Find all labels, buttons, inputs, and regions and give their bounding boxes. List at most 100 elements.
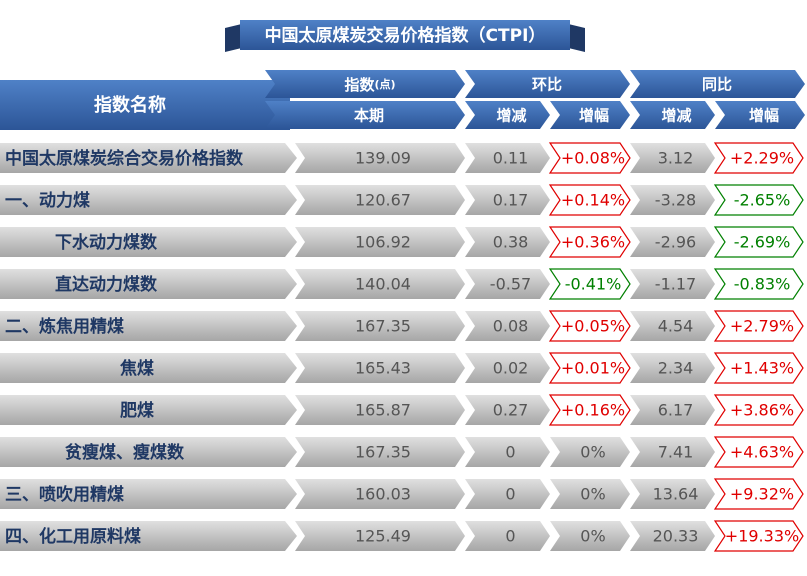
row-label: 四、化工用原料煤 xyxy=(5,526,141,547)
value: 0.11 xyxy=(493,149,529,168)
pct-cell xyxy=(713,184,804,216)
header-cell xyxy=(715,101,805,129)
value: -1.17 xyxy=(655,275,696,294)
value-cell xyxy=(465,269,550,299)
pct-value: -0.41% xyxy=(565,275,622,294)
pct-value: +0.08% xyxy=(561,149,625,168)
value: 20.33 xyxy=(653,527,699,546)
value-cell xyxy=(465,437,550,467)
header-cell xyxy=(630,70,805,98)
pct-value: +0.36% xyxy=(561,233,625,252)
value-cell xyxy=(630,185,715,215)
value-cell xyxy=(630,437,715,467)
value-cell xyxy=(295,269,465,299)
value: 13.64 xyxy=(653,485,699,504)
value-cell xyxy=(465,185,550,215)
header-index: 指数(点) xyxy=(344,76,395,94)
value: 2.34 xyxy=(658,359,694,378)
pct-cell xyxy=(713,352,804,384)
value: -0.57 xyxy=(490,275,531,294)
value: 6.17 xyxy=(658,401,694,420)
value: 7.41 xyxy=(658,443,694,462)
value-cell xyxy=(465,143,550,173)
row-label-bg xyxy=(0,479,297,509)
value: -3.28 xyxy=(655,191,696,210)
pct-value: +3.86% xyxy=(730,401,794,420)
header-yoy-change: 增减 xyxy=(661,107,691,125)
pct-cell xyxy=(548,226,631,258)
row-label-bg xyxy=(0,395,297,425)
pct-cell xyxy=(713,226,804,258)
value-cell xyxy=(295,395,465,425)
pct-value: +1.43% xyxy=(730,359,794,378)
pct-cell xyxy=(713,394,804,426)
value: 160.03 xyxy=(355,485,411,504)
row-label: 下水动力煤数 xyxy=(55,232,158,253)
value-cell xyxy=(295,311,465,341)
value: 0 xyxy=(505,485,515,504)
pct-cell xyxy=(713,310,804,342)
value-cell xyxy=(550,521,630,551)
pct-value: 0% xyxy=(580,443,605,462)
pct-cell xyxy=(713,520,804,552)
value: 0.38 xyxy=(493,233,529,252)
pct-value: +9.32% xyxy=(730,485,794,504)
value: 167.35 xyxy=(355,443,411,462)
name-header-bg xyxy=(0,80,290,130)
header-cell xyxy=(265,70,465,98)
pct-value: 0% xyxy=(580,527,605,546)
value-cell xyxy=(465,395,550,425)
row-label: 中国太原煤炭综合交易价格指数 xyxy=(5,148,244,169)
value-cell xyxy=(630,269,715,299)
value-cell xyxy=(630,227,715,257)
value-cell xyxy=(630,353,715,383)
pct-cell xyxy=(548,310,631,342)
header-index-text: 指数 xyxy=(344,76,375,94)
row-label-bg xyxy=(0,269,297,299)
row-label: 焦煤 xyxy=(119,358,154,379)
row-label-bg xyxy=(0,437,297,467)
value-cell xyxy=(630,311,715,341)
value-cell xyxy=(465,227,550,257)
header-yoy-pct: 增幅 xyxy=(749,107,779,125)
value: 139.09 xyxy=(355,149,411,168)
row-label-bg xyxy=(0,311,297,341)
value-cell xyxy=(550,479,630,509)
row-label: 直达动力煤数 xyxy=(55,274,158,295)
row-label: 二、炼焦用精煤 xyxy=(5,316,124,337)
title: 中国太原煤炭交易价格指数（CTPI） xyxy=(265,25,546,46)
value: 0.27 xyxy=(493,401,529,420)
value: 167.35 xyxy=(355,317,411,336)
value-cell xyxy=(550,437,630,467)
pct-value: 0% xyxy=(580,485,605,504)
pct-value: -0.83% xyxy=(734,275,791,294)
value-cell xyxy=(465,353,550,383)
value-cell xyxy=(465,479,550,509)
value: 4.54 xyxy=(658,317,694,336)
value: 0.02 xyxy=(493,359,529,378)
pct-value: -2.65% xyxy=(734,191,791,210)
pct-value: +0.05% xyxy=(561,317,625,336)
value-cell xyxy=(465,311,550,341)
value-cell xyxy=(295,227,465,257)
header-mom-pct: 增幅 xyxy=(579,107,609,125)
pct-cell xyxy=(713,478,804,510)
pct-cell xyxy=(548,142,631,174)
pct-cell xyxy=(548,268,631,300)
value: 140.04 xyxy=(355,275,411,294)
pct-value: +4.63% xyxy=(730,443,794,462)
value: 120.67 xyxy=(355,191,411,210)
header-cell xyxy=(630,101,715,129)
row-label-bg xyxy=(0,143,297,173)
pct-value: -2.69% xyxy=(734,233,791,252)
value-cell xyxy=(630,395,715,425)
pct-cell xyxy=(548,352,631,384)
pct-cell xyxy=(713,436,804,468)
pct-cell xyxy=(713,142,804,174)
pct-cell xyxy=(548,184,631,216)
value-cell xyxy=(465,521,550,551)
header-index-unit: (点) xyxy=(374,77,395,91)
value-cell xyxy=(630,479,715,509)
header-cell xyxy=(465,101,550,129)
